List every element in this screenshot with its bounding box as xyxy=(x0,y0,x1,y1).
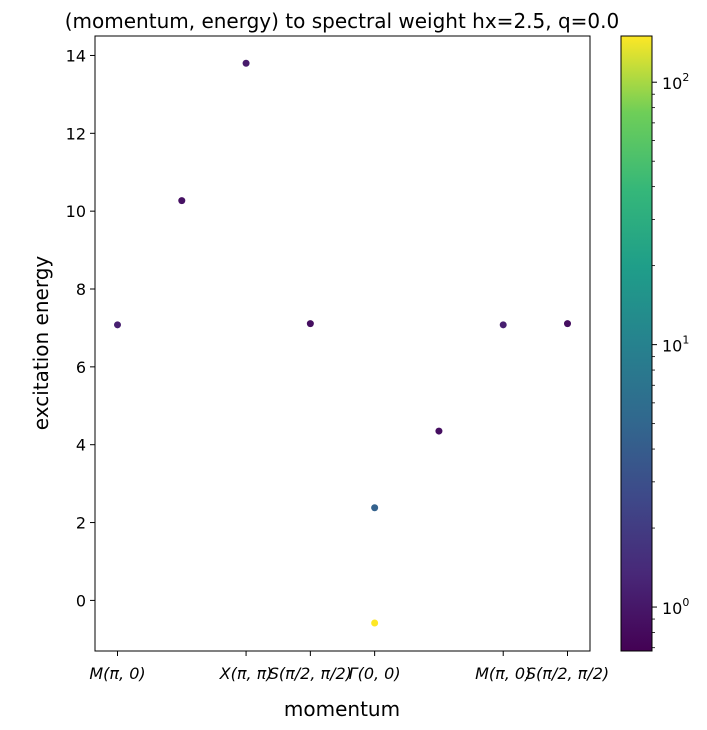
data-point xyxy=(499,321,507,329)
x-tick-label: Γ(0, 0) xyxy=(349,664,401,683)
y-tick-label: 0 xyxy=(76,591,86,610)
y-tick-label: 8 xyxy=(76,280,86,299)
data-point xyxy=(564,320,571,328)
x-axis-ticks: M(π, 0) X(π, π)S(π/2, π/2)Γ(0, 0) M(π, 0)S… xyxy=(89,651,609,683)
colorbar-tick-label: 102 xyxy=(662,71,689,93)
y-tick-label: 6 xyxy=(76,358,86,377)
y-tick-label: 10 xyxy=(66,202,86,221)
y-axis-label: excitation energy xyxy=(29,256,53,431)
data-point xyxy=(306,320,314,328)
y-axis-ticks: 0 2 4 6 8 10 12 14 xyxy=(66,46,95,610)
data-point xyxy=(371,619,379,627)
y-tick-label: 4 xyxy=(76,436,86,455)
colorbar-tick-label: 101 xyxy=(662,334,689,356)
x-tick-label: S(π/2, π/2) xyxy=(526,664,609,683)
data-point xyxy=(435,427,443,435)
data-point xyxy=(371,504,379,512)
data-points xyxy=(114,59,571,627)
colorbar xyxy=(620,35,653,652)
plot-frame xyxy=(94,35,591,652)
data-point xyxy=(242,59,250,67)
y-tick-label: 12 xyxy=(66,124,86,143)
x-tick-label: M(π, 0) xyxy=(89,664,145,683)
colorbar-tick-label: 100 xyxy=(662,596,689,618)
x-tick-label: X(π, π) xyxy=(219,664,273,683)
data-point xyxy=(114,321,121,329)
x-axis-label: momentum xyxy=(284,697,400,721)
data-point xyxy=(178,197,186,205)
colorbar-ticks: 100 101 102 xyxy=(652,71,689,649)
x-tick-label: S(π/2, π/2) xyxy=(269,664,352,683)
x-tick-label: M(π, 0) xyxy=(475,664,531,683)
chart-title: (momentum, energy) to spectral weight hx… xyxy=(65,9,619,33)
y-tick-label: 2 xyxy=(76,514,86,533)
y-tick-label: 14 xyxy=(66,46,86,65)
